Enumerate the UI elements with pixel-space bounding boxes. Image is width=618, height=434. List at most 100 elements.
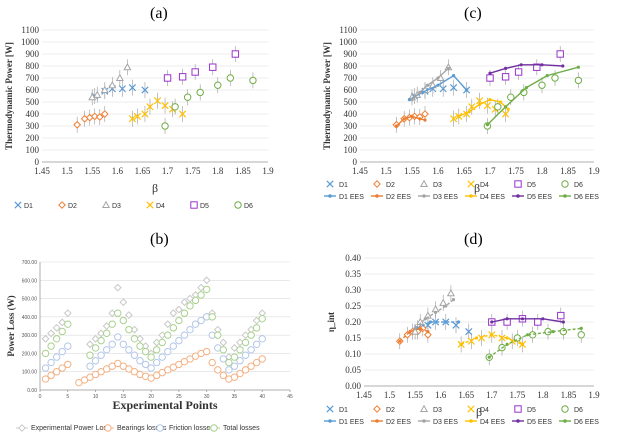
legend-marker <box>563 194 567 198</box>
x-tick-label: 1.75 <box>185 166 201 176</box>
series-d4-ees <box>459 333 525 346</box>
x-tick-label: 1.6 <box>112 166 124 176</box>
data-point <box>171 103 179 111</box>
data-point <box>230 353 239 361</box>
y-tick-label: 0.05 <box>345 365 361 375</box>
data-point <box>86 340 94 349</box>
data-point <box>494 103 502 111</box>
line-point <box>423 118 427 122</box>
x-tick-label: 30 <box>204 394 210 400</box>
data-point <box>95 113 104 121</box>
legend-label: D2 <box>386 182 395 189</box>
chart-b: 0.00 100.00 200.00 300.00 400.00 500.00 600.00… <box>6 260 293 432</box>
data-point <box>202 347 211 356</box>
data-point <box>147 353 155 361</box>
data-point <box>230 373 239 381</box>
series-d3-ees <box>410 66 450 102</box>
x-tick-label: 1.75 <box>509 390 525 400</box>
legend-marker <box>156 424 164 432</box>
data-point <box>63 309 72 318</box>
legend-marker <box>18 424 26 432</box>
y-tick-label: 600 <box>26 85 40 95</box>
data-point <box>208 313 216 321</box>
legend-marker <box>328 194 332 198</box>
line-point <box>410 114 414 118</box>
y-tick-label: 800 <box>26 61 40 71</box>
data-point <box>130 351 139 359</box>
data-point <box>169 342 178 350</box>
data-point <box>249 76 257 85</box>
line-point <box>506 107 510 111</box>
legend-marker <box>146 201 154 209</box>
y-tick-label: 200 <box>26 133 40 143</box>
x-axis-label: β <box>476 405 482 419</box>
series-line <box>458 98 509 118</box>
data-point <box>86 351 94 359</box>
legend-marker <box>514 405 522 413</box>
series-d2 <box>395 320 432 350</box>
data-point <box>146 103 154 111</box>
line-point <box>487 355 491 359</box>
data-point <box>416 317 425 326</box>
data-point <box>119 340 128 348</box>
data-point <box>423 330 432 339</box>
legend-label: D3 EES <box>433 194 458 201</box>
data-point <box>231 50 240 58</box>
line-point <box>488 98 492 102</box>
x-tick-label: 45 <box>287 394 293 400</box>
chart-a: 0 100 200 300 400 500 600 700 800 900 1000 1100 1.45… <box>4 25 274 210</box>
legend-marker <box>14 201 22 209</box>
line-point <box>428 320 433 324</box>
data-point <box>449 83 458 92</box>
line-point <box>561 320 565 324</box>
data-point <box>97 336 105 345</box>
x-tick-label: 1.65 <box>456 166 472 176</box>
line-point <box>444 304 448 308</box>
data-point <box>108 80 117 89</box>
data-point <box>175 336 183 345</box>
line-point <box>561 64 565 68</box>
y-tick-label: 500.00 <box>22 297 38 303</box>
data-point <box>41 364 50 372</box>
x-tick-label: 1.55 <box>407 390 423 400</box>
data-point <box>174 305 183 314</box>
data-point <box>52 353 61 361</box>
data-point <box>557 311 565 320</box>
data-point <box>52 323 61 332</box>
data-point <box>421 110 429 118</box>
data-point <box>97 351 105 359</box>
legend-label: D4 <box>156 203 165 210</box>
y-tick-label: 0 <box>353 157 358 167</box>
y-tick-label: 500 <box>344 97 358 107</box>
data-point <box>90 112 99 121</box>
line-point <box>408 330 412 334</box>
y-tick-label: 400.00 <box>22 315 38 321</box>
legend-label: D3 <box>433 407 442 414</box>
data-point <box>114 309 122 317</box>
data-point <box>252 324 261 332</box>
legend-marker <box>516 419 520 423</box>
data-point <box>533 63 541 71</box>
x-tick-label: 1.85 <box>235 166 251 176</box>
legend-label: D2 EES <box>386 194 411 201</box>
line-point <box>485 123 489 127</box>
line-point <box>540 63 544 67</box>
data-point <box>226 74 235 82</box>
line-point <box>467 110 471 114</box>
line-point <box>505 336 509 340</box>
data-point <box>467 337 475 345</box>
data-point <box>247 346 255 354</box>
y-tick-label: 0.10 <box>345 349 361 359</box>
legend-label: D4 EES <box>480 419 505 426</box>
y-tick-label: 300 <box>26 121 40 131</box>
data-point <box>58 364 66 372</box>
data-point <box>130 335 139 343</box>
y-tick-label: 800 <box>344 61 358 71</box>
x-tick-label: 1.7 <box>162 166 174 176</box>
legend-label: Total losses <box>223 425 260 432</box>
data-point <box>197 291 205 299</box>
line-point <box>456 320 461 324</box>
legend-marker <box>467 405 475 413</box>
data-point <box>153 97 162 105</box>
